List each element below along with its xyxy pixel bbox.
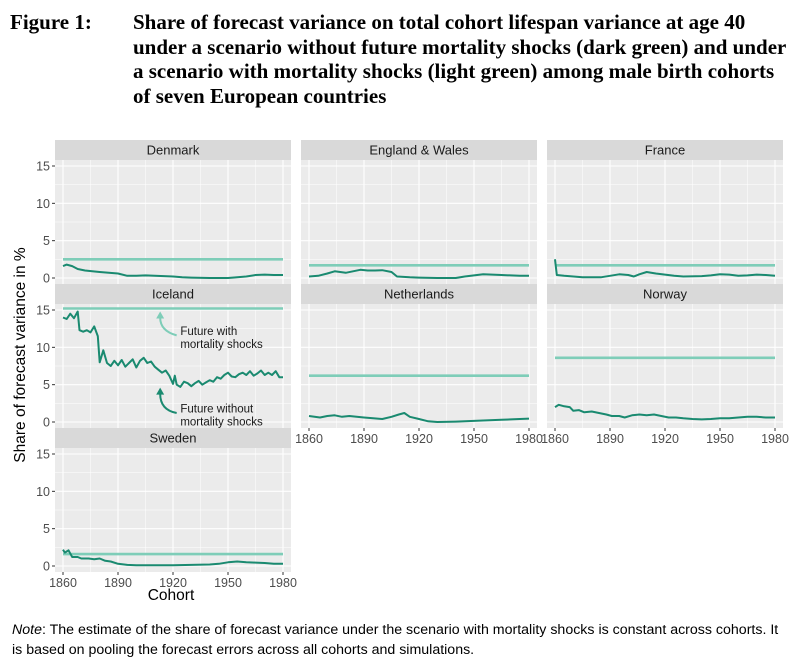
strip-label-iceland: Iceland <box>152 287 194 302</box>
strip-label-denmark: Denmark <box>147 143 200 158</box>
panel-sweden: Sweden 0 5 10 15 1860 1890 1920 1950 1980 <box>36 428 297 590</box>
y-tick-label: 5 <box>43 522 50 536</box>
y-tick-label: 10 <box>36 197 50 211</box>
panel-england-wales: England & Wales <box>301 140 537 284</box>
x-tick-label: 1860 <box>49 576 77 590</box>
strip-label-england-wales: England & Wales <box>369 143 469 158</box>
annotation-text-without-shocks: mortality shocks <box>180 417 263 429</box>
x-axis-label: Cohort <box>148 587 195 604</box>
y-tick-label: 15 <box>36 304 50 318</box>
y-tick-label: 10 <box>36 485 50 499</box>
series-without-shocks-sweden <box>62 549 283 567</box>
y-tick-label: 5 <box>43 234 50 248</box>
y-tick-label: 5 <box>43 378 50 392</box>
y-tick-label: 10 <box>36 341 50 355</box>
x-tick-label: 1950 <box>706 432 734 446</box>
y-tick-label: 15 <box>36 448 50 462</box>
annotation-arrow-with-shocks <box>159 317 177 337</box>
note-text: : The estimate of the share of forecast … <box>12 622 779 658</box>
annotation-text-with-shocks: Future with <box>180 326 237 338</box>
y-tick-label: 15 <box>36 160 50 174</box>
strip-netherlands <box>301 284 537 304</box>
strip-norway <box>547 284 783 304</box>
figure-title: Share of forecast variance on total coho… <box>133 10 786 108</box>
strip-label-sweden: Sweden <box>150 431 197 446</box>
x-tick-label: 1920 <box>651 432 679 446</box>
x-tick-label: 1980 <box>269 576 297 590</box>
strip-england-wales <box>301 140 537 160</box>
series-without-shocks-norway <box>554 403 775 421</box>
panel-denmark: Denmark 0 5 10 15 <box>36 140 291 286</box>
note-label: Note <box>12 622 42 638</box>
annotation-arrowhead-with-shocks <box>156 311 165 319</box>
strip-iceland <box>55 284 291 304</box>
strip-sweden <box>55 428 291 448</box>
series-without-shocks-france <box>554 259 776 279</box>
strip-label-netherlands: Netherlands <box>384 287 455 302</box>
x-tick-label: 1950 <box>214 576 242 590</box>
panel-france: France <box>547 140 783 284</box>
annotation-text-with-shocks: mortality shocks <box>180 339 263 351</box>
x-tick-label: 1890 <box>596 432 624 446</box>
y-tick-label: 0 <box>43 272 50 286</box>
figure-label: Figure 1: <box>10 10 92 34</box>
y-axis-label: Share of forecast variance in % <box>12 247 29 463</box>
panel-norway: Norway 1860 1890 1920 1950 1980 <box>541 284 789 446</box>
strip-label-norway: Norway <box>643 287 688 302</box>
faceted-line-chart: Share of forecast variance in % Cohort D… <box>12 140 789 604</box>
x-tick-label: 1980 <box>761 432 789 446</box>
series-without-shocks-iceland <box>62 310 283 388</box>
x-tick-label: 1950 <box>460 432 488 446</box>
x-tick-label: 1860 <box>541 432 569 446</box>
x-tick-label: 1890 <box>350 432 378 446</box>
strip-label-france: France <box>645 143 685 158</box>
annotation-arrow-without-shocks <box>159 393 177 415</box>
series-without-shocks-netherlands <box>308 412 530 423</box>
x-tick-label: 1920 <box>405 432 433 446</box>
strip-denmark <box>55 140 291 160</box>
x-tick-label: 1920 <box>159 576 187 590</box>
annotation-text-without-shocks: Future without <box>180 404 254 416</box>
y-tick-label: 0 <box>43 416 50 430</box>
figure-note: Note: The estimate of the share of forec… <box>12 620 792 660</box>
x-tick-label: 1980 <box>515 432 543 446</box>
x-tick-label: 1890 <box>104 576 132 590</box>
series-without-shocks-england-wales <box>308 268 529 279</box>
series-without-shocks-denmark <box>62 263 283 279</box>
strip-france <box>547 140 783 160</box>
annotation-arrowhead-without-shocks <box>156 387 165 395</box>
x-tick-label: 1860 <box>295 432 323 446</box>
y-tick-label: 0 <box>43 560 50 574</box>
panel-netherlands: Netherlands 1860 1890 1920 1950 1980 <box>295 284 543 446</box>
chart-panels: Denmark 0 5 10 15 England & Wales France Icelan… <box>36 140 789 590</box>
